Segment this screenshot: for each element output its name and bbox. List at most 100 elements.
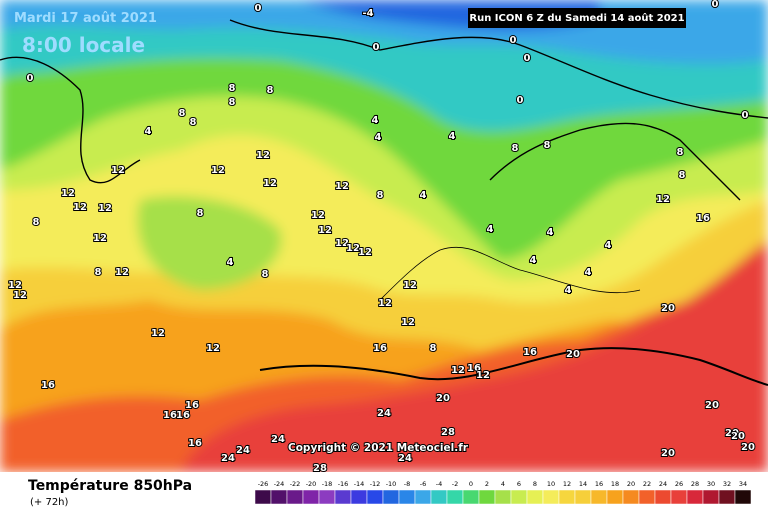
scale-swatch — [478, 489, 496, 505]
isotherm-label: 0 — [373, 42, 380, 53]
field-red — [180, 240, 768, 472]
isotherm-label: 12 — [8, 280, 22, 291]
isotherm-label: 12 — [311, 210, 325, 221]
isotherm-label: 12 — [98, 203, 112, 214]
isotherm-label: 20 — [725, 428, 739, 439]
scale-swatch — [334, 489, 352, 505]
scale-swatch — [702, 489, 720, 505]
scale-swatch — [446, 489, 464, 505]
isotherm-label: 4 — [530, 255, 537, 266]
isotherm-label: 24 — [398, 453, 412, 464]
isotherm-label: 12 — [61, 188, 75, 199]
scale-label: 14 — [579, 480, 587, 488]
isotherm-label: 8 — [430, 343, 437, 354]
scale-label: 16 — [595, 480, 603, 488]
isotherm-label: 12 — [656, 194, 670, 205]
scale-label: -6 — [420, 480, 426, 488]
scale-label: 2 — [485, 480, 489, 488]
scale-swatch — [302, 489, 320, 505]
isotherm-label: 16 — [696, 213, 710, 224]
isotherm-label: 16 — [467, 363, 481, 374]
scandinavia-coast — [489, 122, 741, 201]
isotherm-label: 16 — [185, 400, 199, 411]
isotherm-label: 8 — [229, 83, 236, 94]
forecast-range: (+ 72h) — [30, 497, 69, 508]
scale-label: -16 — [338, 480, 349, 488]
scale-swatch — [366, 489, 384, 505]
scale-label: -22 — [290, 480, 301, 488]
scale-label: 26 — [675, 480, 683, 488]
coastlines — [0, 19, 768, 386]
isotherm-label: 12 — [93, 233, 107, 244]
isotherm-label: 12 — [151, 328, 165, 339]
scale-swatch — [254, 489, 272, 505]
isotherm-label: 8 — [377, 190, 384, 201]
isotherm-label: 4 — [372, 115, 379, 126]
isotherm-label: 12 — [476, 370, 490, 381]
scale-swatch — [430, 489, 448, 505]
run-info: Run ICON 6 Z du Samedi 14 août 2021 — [469, 12, 684, 24]
scale-swatch — [622, 489, 640, 505]
scale-label: 4 — [501, 480, 505, 488]
scale-swatch — [606, 489, 624, 505]
scale-swatch — [558, 489, 576, 505]
isotherm-label: 8 — [190, 117, 197, 128]
temperature-field — [0, 0, 768, 472]
map-date: Mardi 17 août 2021 — [14, 11, 157, 26]
scale-label: 12 — [563, 480, 571, 488]
isotherm-label: 12 — [206, 343, 220, 354]
scale-label: -12 — [370, 480, 381, 488]
isotherm-label: 12 — [256, 150, 270, 161]
isotherm-label: 16 — [523, 347, 537, 358]
map-time: 8:00 locale — [22, 33, 145, 57]
scale-swatch — [494, 489, 512, 505]
isotherm-label: 12 — [318, 225, 332, 236]
isotherm-label: 16 — [163, 410, 177, 421]
scale-swatch — [590, 489, 608, 505]
scale-swatch — [686, 489, 704, 505]
isotherm-label: 12 — [401, 317, 415, 328]
isotherm-label: 20 — [661, 303, 675, 314]
isotherm-label: 12 — [115, 267, 129, 278]
isotherm-label: 16 — [41, 380, 55, 391]
scale-label: -2 — [452, 480, 458, 488]
color-scale: -26 -24 -22 -20 -18 -16 -14 -12 -10 -8 -6 -4 -2 0 2 4 6 8… — [254, 480, 752, 505]
scale-label: 22 — [643, 480, 651, 488]
isotherm-label: 12 — [263, 178, 277, 189]
isotherm-label: 8 — [544, 140, 551, 151]
isotherm-label: 24 — [236, 445, 250, 456]
scale-label: 24 — [659, 480, 667, 488]
scale-label: 10 — [547, 480, 555, 488]
isotherm-label: 28 — [441, 427, 455, 438]
copyright: Copyright © 2021 Meteociel.fr — [288, 442, 469, 454]
isotherm-label: 4 — [420, 190, 427, 201]
scale-label: 20 — [627, 480, 635, 488]
isotherm-label: 4 — [585, 267, 592, 278]
scale-label: 30 — [707, 480, 715, 488]
scale-label: 34 — [739, 480, 747, 488]
isotherm-label: 8 — [229, 97, 236, 108]
scale-swatch — [382, 489, 400, 505]
europe-borders — [379, 246, 641, 301]
scale-label: 0 — [469, 480, 473, 488]
scale-swatch — [510, 489, 528, 505]
isotherm-label: 24 — [377, 408, 391, 419]
isotherm-label: 20 — [741, 442, 755, 453]
isotherm-label: 0 — [524, 53, 531, 64]
isotherm-label: 28 — [313, 463, 327, 474]
scale-label: -14 — [354, 480, 365, 488]
scale-label: -24 — [274, 480, 285, 488]
isotherm-label: 24 — [221, 453, 235, 464]
isotherm-label: 8 — [95, 267, 102, 278]
isotherm-label: 4 — [547, 227, 554, 238]
isotherm-label: 12 — [403, 280, 417, 291]
isotherm-label: 0 — [517, 95, 524, 106]
scale-swatch — [542, 489, 560, 505]
isotherm-label: 4 — [565, 285, 572, 296]
scale-swatch — [654, 489, 672, 505]
isotherm-label: 16 — [373, 343, 387, 354]
scale-swatch — [734, 489, 752, 505]
